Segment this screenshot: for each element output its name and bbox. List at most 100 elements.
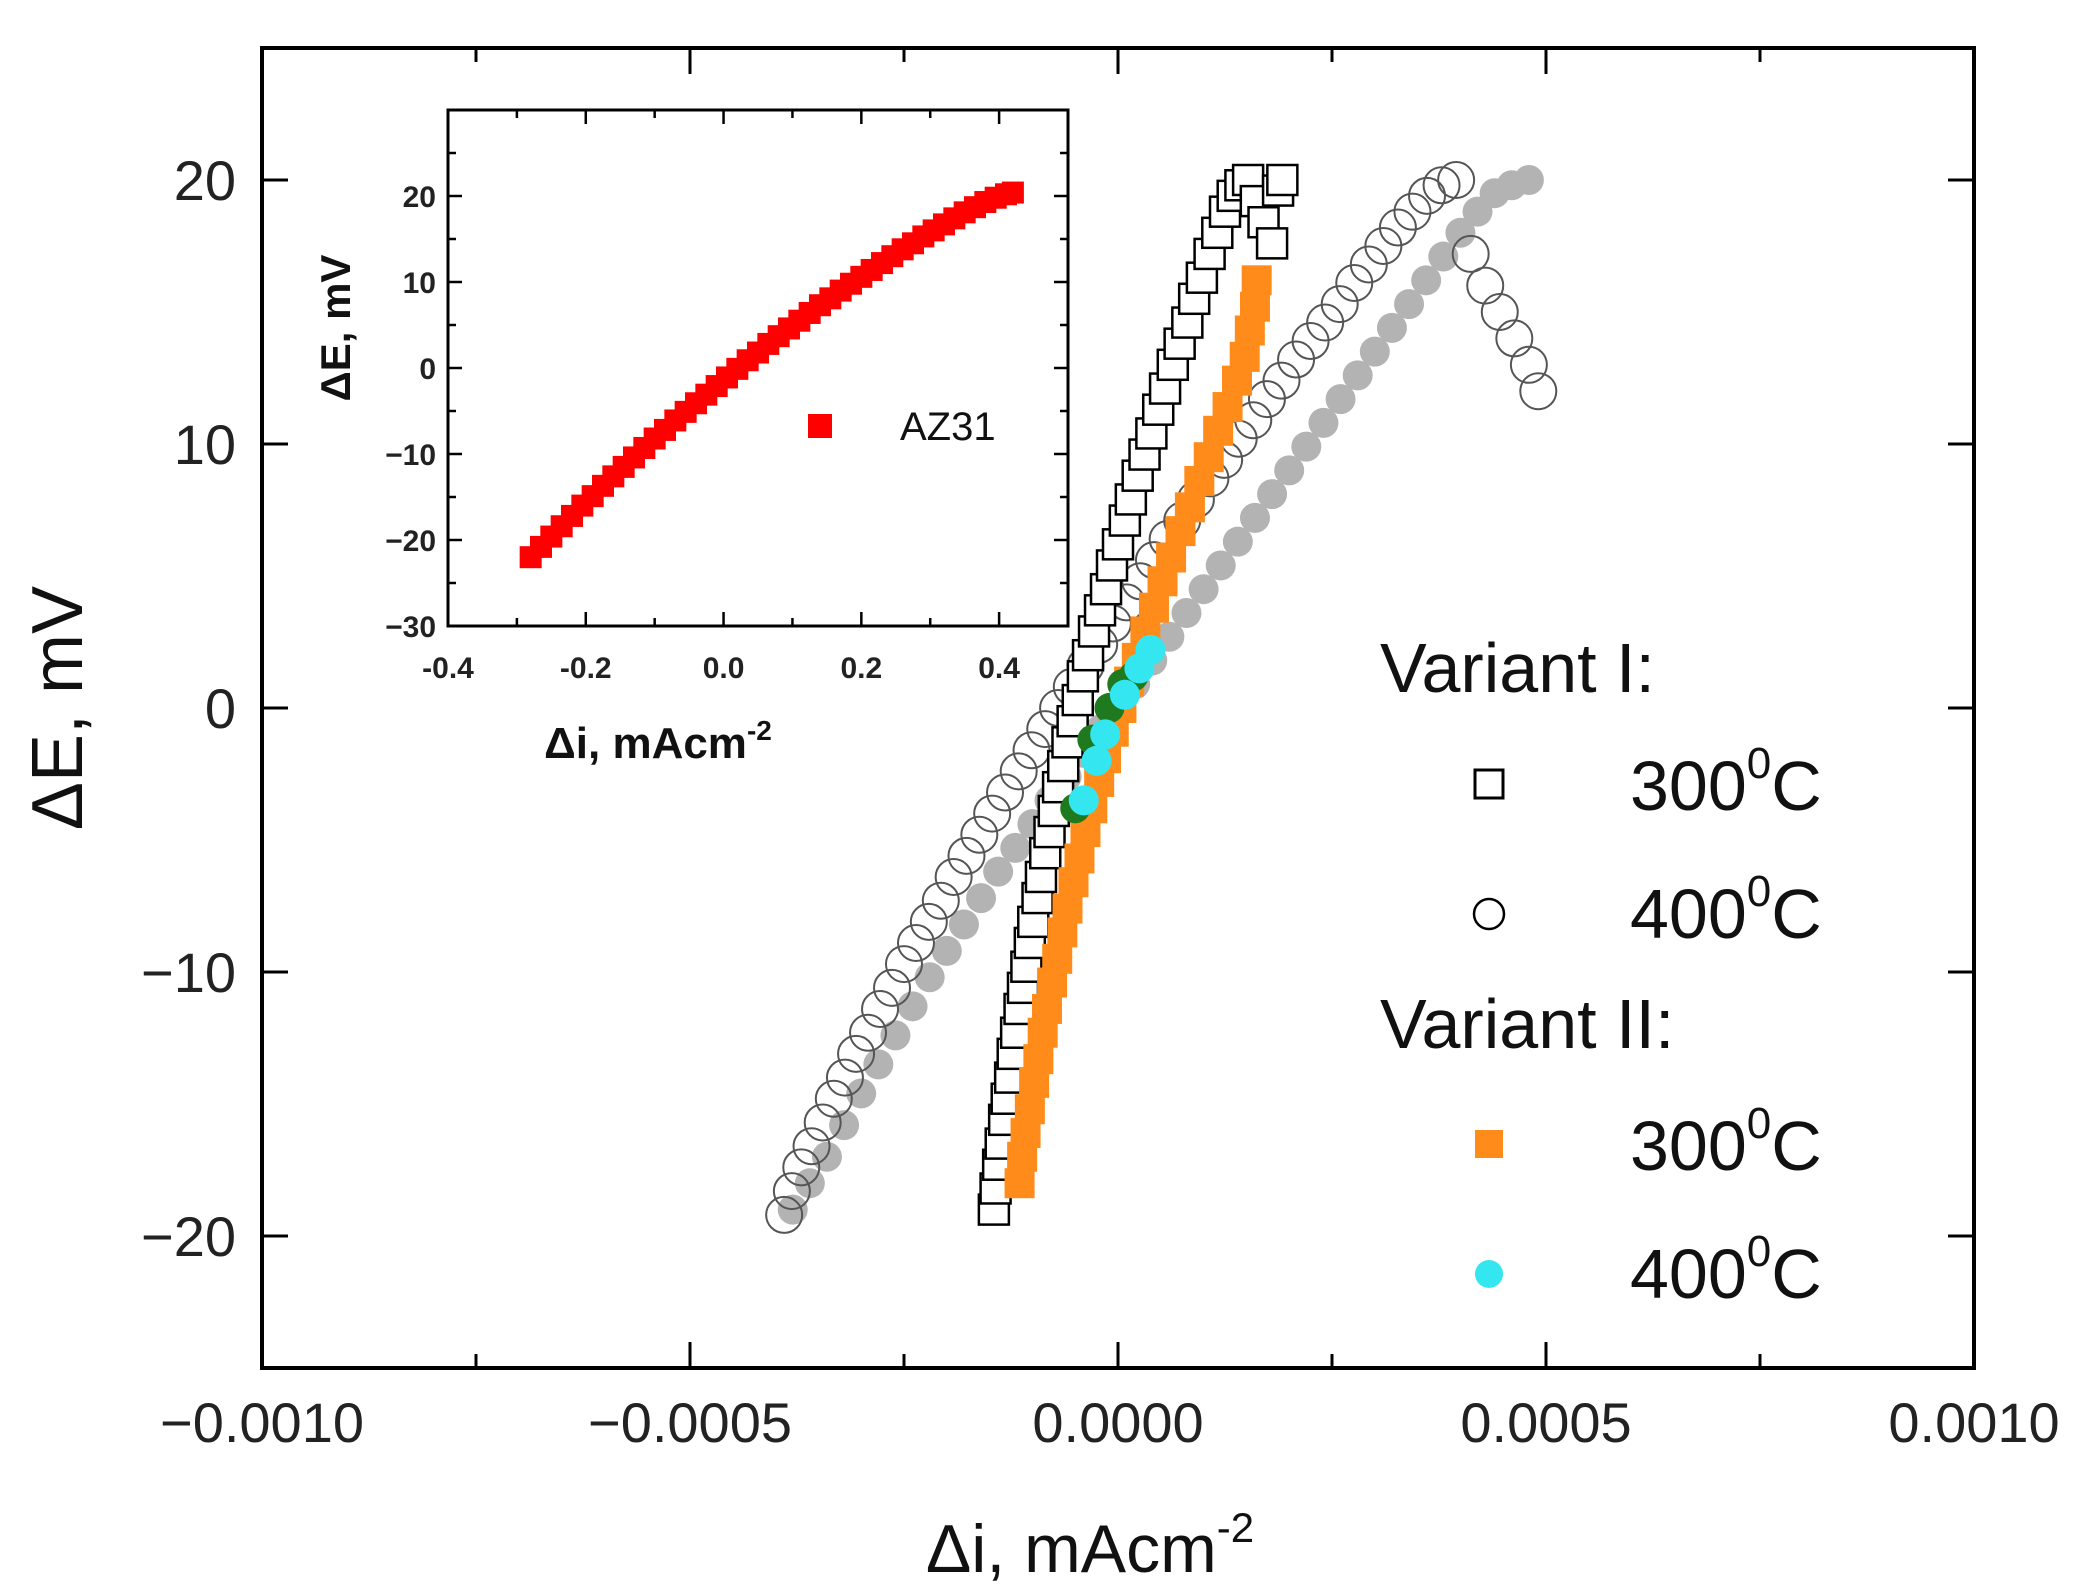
point-variant-ii-300-c: [1004, 1168, 1035, 1199]
point-variant-i-400-c-filled-gray: [1445, 217, 1476, 248]
point-variant-i-400-c: [849, 1013, 888, 1052]
point-variant-i-400-c: [885, 945, 923, 984]
point-variant-i-400-c-filled-gray: [846, 1078, 877, 1109]
main-ticks: [260, 48, 1976, 1368]
main-tick-labels: −0.0010 −0.0005 0.0000 0.0005 0.0010 20 10 0 −10…: [141, 149, 2060, 1454]
point-variant-i-400-c: [960, 815, 999, 854]
x-tick-label: 0.0010: [1888, 1391, 2059, 1454]
x-tick-label: 0.2: [840, 652, 882, 685]
point-variant-ii-300-c: [1052, 893, 1083, 924]
x-tick-label: −0.0005: [588, 1391, 792, 1454]
point-variant-i-400-c: [814, 1079, 853, 1118]
y-tick-label: −20: [141, 1205, 236, 1268]
point-variant-i-400-c: [947, 836, 986, 875]
legend-label-variant-1-400: 4000C: [1630, 867, 1822, 953]
point-variant-ii-300-c: [1014, 1094, 1045, 1125]
point-variant-ii-400-c: [1068, 785, 1099, 816]
x-tick-label: -0.2: [560, 652, 612, 685]
x-tick-label: 0.0005: [1460, 1391, 1631, 1454]
y-tick-label: 10: [403, 267, 436, 300]
y-tick-label: 20: [403, 181, 436, 214]
point-variant-i-400-c-filled-gray: [1411, 265, 1442, 296]
point-variant-ii-300-c: [1174, 492, 1205, 523]
inset-plot: -0.4 -0.2 0.0 0.2 0.4 20 10 0 −10 −20 −30 Δi, mAcm…: [312, 108, 1070, 768]
point-variant-i-300-c: [1266, 163, 1299, 197]
point-variant-i-400-c-filled-gray: [1394, 289, 1425, 320]
point-variant-i-400-c: [1422, 166, 1461, 205]
point-variant-i-400-c: [1408, 176, 1447, 215]
point-variant-i-400-c: [909, 902, 948, 941]
inset-y-axis-title: ΔE, mV: [312, 255, 359, 402]
inset-legend-label-az31: AZ31: [900, 405, 996, 449]
y-tick-label: −10: [141, 941, 236, 1004]
point-variant-i-400-c: [1437, 161, 1476, 199]
point-variant-i-400-c: [825, 1058, 864, 1097]
legend-marker-variant-1-300: [1473, 768, 1505, 800]
main-y-axis-title: ΔE, mV: [18, 586, 98, 830]
point-variant-i-400-c: [896, 923, 935, 962]
point-variant-i-400-c-filled-gray: [914, 962, 945, 993]
inset-plot-frame: [446, 108, 1070, 628]
point-variant-i-400-c-filled-gray: [966, 883, 997, 914]
point-variant-i-400-c: [1519, 372, 1558, 411]
point-variant-i-400-c: [1320, 285, 1359, 324]
point-variant-i-400-c-filled-gray: [897, 991, 928, 1022]
x-tick-label: 0.0000: [1032, 1391, 1203, 1454]
point-variant-i-400-c: [1509, 345, 1548, 384]
point-variant-i-400-c-filled-gray: [1428, 241, 1459, 272]
point-variant-i-400-c: [782, 1148, 821, 1187]
point-variant-i-400-c: [803, 1103, 842, 1142]
inset-ticks: [446, 110, 1068, 628]
point-variant-i-400-c-filled-gray: [931, 935, 962, 966]
inset-legend-marker-az31: [808, 414, 832, 438]
x-tick-label: 0.0: [703, 652, 745, 685]
legend-marker-variant-2-300: [1475, 1130, 1503, 1158]
point-variant-i-400-c: [873, 968, 912, 1007]
point-variant-i-400-c-filled-gray: [1000, 832, 1031, 863]
point-variant-i-400-c-filled-gray: [1239, 502, 1270, 533]
point-variant-i-400-c-filled-gray: [1171, 597, 1202, 628]
point-variant-i-400-c: [765, 1195, 804, 1234]
point-variant-i-400-c: [999, 752, 1038, 791]
point-variant-i-400-c: [1480, 293, 1519, 331]
point-variant-ii-300-c: [1138, 592, 1169, 623]
point-variant-i-400-c: [1466, 266, 1505, 305]
point-variant-i-400-c-filled-gray: [983, 856, 1014, 887]
point-variant-i-400-c: [792, 1127, 831, 1166]
point-variant-i-400-c: [973, 794, 1012, 833]
point-variant-ii-300-c: [1156, 542, 1187, 573]
point-variant-i-400-c: [921, 881, 960, 920]
point-variant-i-400-c-filled-gray: [1376, 312, 1407, 343]
point-variant-i-400-c-filled-gray: [948, 909, 979, 940]
main-data-points: [765, 161, 1558, 1234]
point-variant-i-400-c-filled-gray: [1513, 165, 1544, 195]
point-variant-i-400-c-filled-gray: [1308, 407, 1339, 438]
point-variant-i-400-c: [1393, 192, 1432, 231]
inset-x-axis-title: Δi, mAcm-2: [544, 715, 772, 768]
main-plot-frame: [260, 46, 1976, 1370]
point-variant-i-400-c-filled-gray: [1257, 479, 1288, 510]
legend: Variant I: 3000C 4000C Variant II: 3000C…: [1380, 629, 1822, 1313]
x-tick-label: -0.4: [422, 652, 474, 685]
point-variant-i-400-c-filled-gray: [880, 1020, 911, 1051]
point-variant-i-300-c: [1255, 227, 1289, 260]
y-tick-label: 0: [419, 353, 436, 386]
point-variant-ii-400-c: [1109, 679, 1140, 710]
legend-marker-variant-1-400: [1472, 897, 1506, 931]
point-variant-i-400-c: [1262, 361, 1301, 400]
point-variant-i-400-c-filled-gray: [1274, 455, 1305, 486]
x-tick-label: −0.0010: [160, 1391, 364, 1454]
main-plot: −0.0010 −0.0005 0.0000 0.0005 0.0010 20 10 0 −10…: [18, 46, 2060, 1587]
legend-label-variant-2-300: 3000C: [1630, 1099, 1822, 1185]
point-az31: [1001, 181, 1024, 204]
point-variant-i-400-c-filled-gray: [1325, 384, 1356, 415]
point-variant-ii-300-c: [1064, 843, 1095, 874]
point-variant-i-400-c: [861, 989, 900, 1028]
point-variant-i-400-c: [986, 773, 1025, 812]
point-variant-ii-300-c: [1239, 291, 1270, 322]
point-variant-i-400-c-filled-gray: [1359, 336, 1390, 367]
point-variant-i-400-c-filled-gray: [1205, 550, 1236, 581]
legend-label-variant-1-300: 3000C: [1630, 739, 1822, 825]
point-variant-i-400-c-filled-gray: [863, 1049, 894, 1080]
